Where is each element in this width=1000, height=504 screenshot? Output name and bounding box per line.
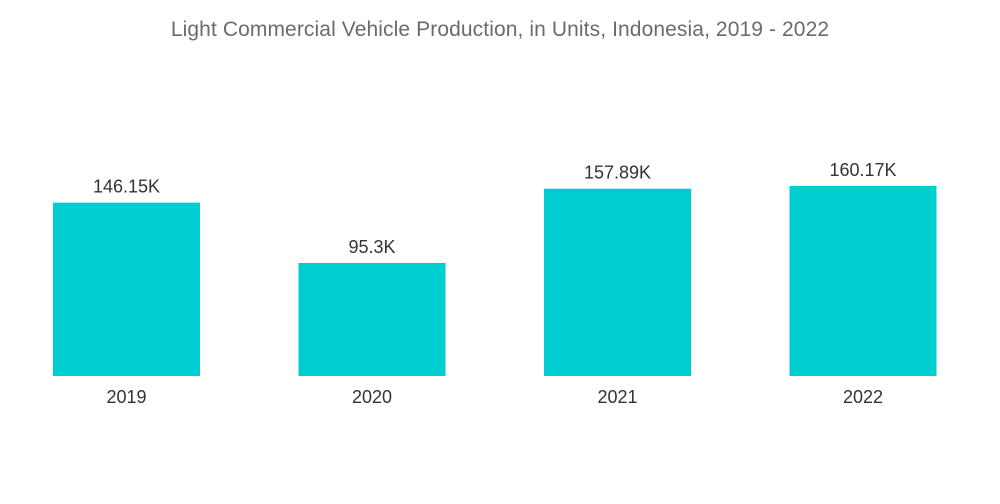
x-tick-label-2020: 2020 bbox=[352, 387, 392, 407]
data-label-2022: 160.17K bbox=[829, 160, 896, 180]
bars-group bbox=[53, 186, 937, 376]
bar-2019 bbox=[53, 202, 200, 376]
x-tick-label-2021: 2021 bbox=[597, 387, 637, 407]
bar-2021 bbox=[544, 188, 691, 376]
chart-title: Light Commercial Vehicle Production, in … bbox=[170, 18, 830, 41]
data-label-2020: 95.3K bbox=[348, 237, 395, 257]
data-label-2021: 157.89K bbox=[584, 163, 651, 183]
data-labels-group: 146.15K 95.3K 157.89K 160.17K bbox=[93, 160, 897, 257]
bar-2020 bbox=[298, 262, 446, 376]
data-label-2019: 146.15K bbox=[93, 177, 160, 197]
bar-2022 bbox=[789, 186, 937, 376]
x-axis-ticks-group: 2019 2020 2021 2022 bbox=[106, 387, 883, 407]
x-tick-label-2022: 2022 bbox=[843, 387, 883, 407]
x-tick-label-2019: 2019 bbox=[106, 387, 146, 407]
